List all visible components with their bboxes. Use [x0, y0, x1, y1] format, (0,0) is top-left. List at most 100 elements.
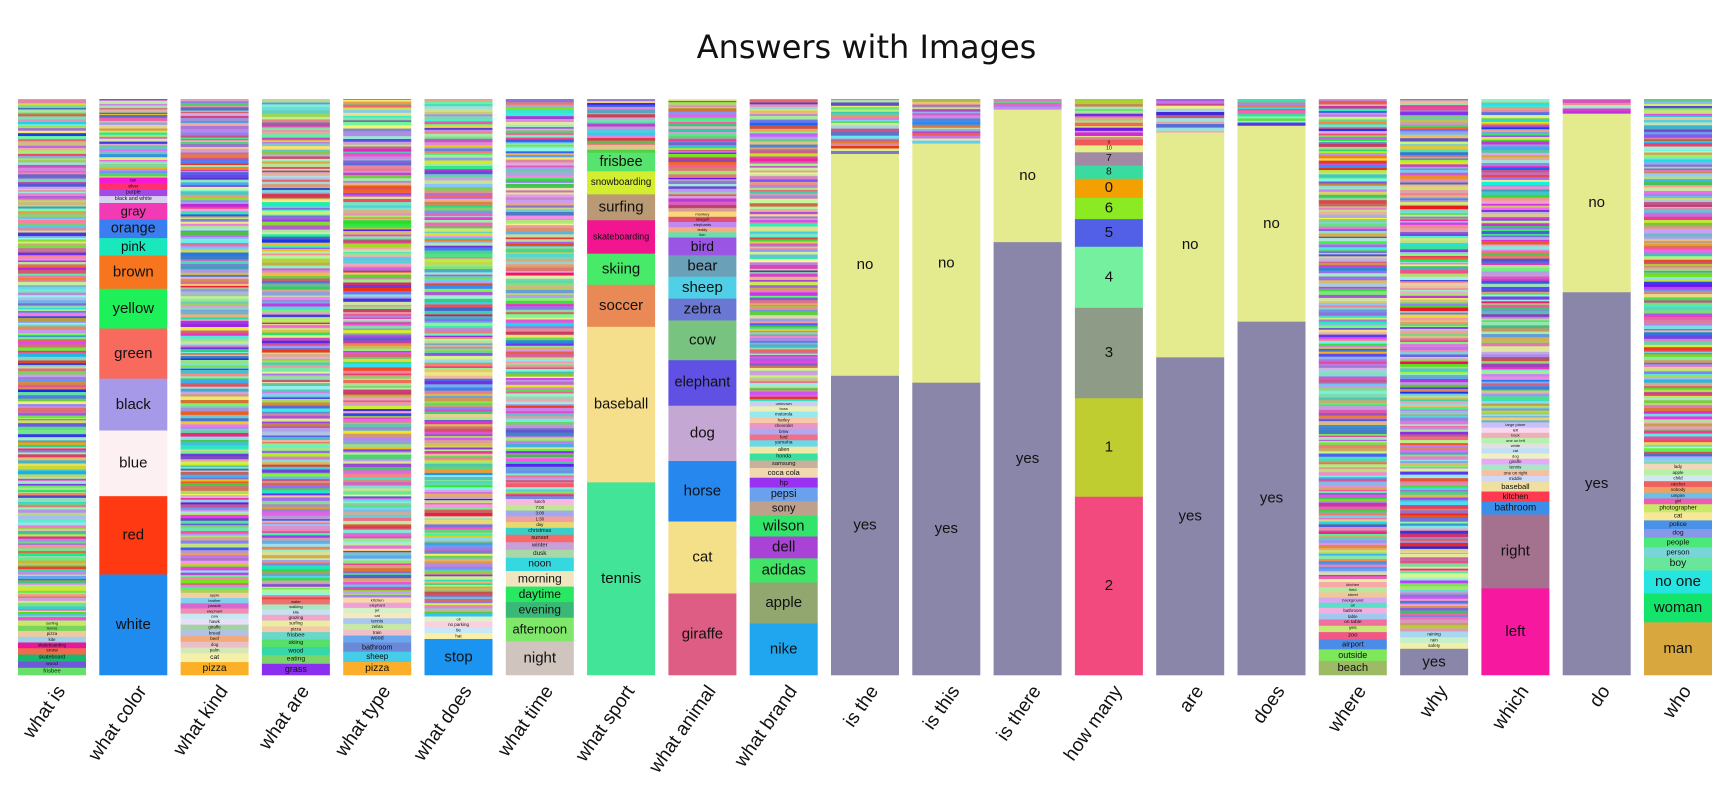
rare-answer-stripe [505, 169, 574, 173]
rare-answer-stripe [1318, 294, 1387, 298]
rare-answer-stripe [1400, 466, 1469, 469]
rare-answer-stripe [1400, 366, 1469, 369]
rare-answer-stripe [749, 347, 818, 350]
rare-answer-stripe [1481, 122, 1550, 125]
rare-answer-stripe [1318, 442, 1387, 445]
rare-answer-stripe [261, 242, 330, 246]
rare-answer-stripe [180, 487, 249, 491]
rare-answer-stripe [343, 246, 412, 250]
rare-answer-stripe [668, 117, 737, 120]
rare-answer-stripe [261, 126, 330, 129]
answer-label: apple [1673, 470, 1684, 475]
rare-answer-stripe [1481, 211, 1550, 214]
rare-answer-stripe [343, 265, 412, 268]
rare-answer-stripe [749, 222, 818, 224]
column-what-sport: tennisbaseballsoccerskiingskateboardings… [587, 99, 656, 676]
answer-label: left [1513, 427, 1519, 432]
rare-answer-stripe [1074, 113, 1143, 117]
rare-answer-stripe [1400, 576, 1469, 579]
question-label: why [1415, 681, 1452, 722]
rare-answer-stripe [1318, 456, 1387, 459]
rare-answer-stripe [505, 218, 574, 220]
rare-answer-stripe [505, 348, 574, 352]
rare-answer-stripe [261, 122, 330, 125]
rare-answer-stripe [1318, 424, 1387, 428]
rare-answer-stripe [1400, 628, 1469, 632]
rare-answer-stripe [1644, 341, 1712, 345]
rare-answer-stripe [343, 447, 412, 450]
rare-answer-stripe [424, 598, 493, 601]
rare-answer-stripe [343, 501, 412, 504]
rare-answer-stripe [424, 596, 493, 599]
rare-answer-stripe [424, 304, 493, 308]
rare-answer-stripe [1644, 209, 1712, 212]
answer-label: jet [374, 608, 380, 613]
answer-label: middle [1509, 476, 1523, 481]
rare-answer-stripe [1400, 452, 1469, 455]
rare-answer-stripe [18, 536, 86, 539]
rare-answer-stripe [18, 483, 86, 486]
rare-answer-stripe [180, 177, 249, 180]
rare-answer-stripe [505, 353, 574, 358]
rare-answer-stripe [749, 113, 818, 116]
rare-answer-stripe [18, 509, 86, 513]
rare-answer-stripe [424, 141, 493, 146]
rare-answer-stripe [424, 558, 493, 562]
rare-answer-stripe [99, 146, 168, 150]
rare-answer-stripe [505, 128, 574, 131]
answer-segment [343, 617, 412, 625]
answer-segment [505, 586, 574, 603]
answer-segment [668, 460, 737, 522]
rare-answer-stripe [1481, 291, 1550, 294]
rare-answer-stripe [1318, 363, 1387, 367]
rare-answer-stripe [343, 550, 412, 553]
rare-answer-stripe [1400, 282, 1469, 286]
rare-answer-stripe [180, 189, 249, 192]
rare-answer-stripe [18, 213, 86, 218]
rare-answer-stripe [424, 519, 493, 524]
rare-answer-stripe [505, 241, 574, 244]
rare-answer-stripe [587, 142, 656, 145]
rare-answer-stripe [261, 149, 330, 153]
rare-answer-stripe [668, 105, 737, 107]
rare-answer-stripe [1481, 342, 1550, 347]
rare-answer-stripe [18, 391, 86, 396]
rare-answer-stripe [261, 583, 330, 587]
rare-answer-stripe [18, 284, 86, 288]
rare-answer-stripe [1400, 279, 1469, 282]
rare-answer-stripe [18, 227, 86, 231]
rare-answer-stripe [343, 270, 412, 273]
rare-answer-stripe [505, 153, 574, 156]
rare-answer-stripe [18, 441, 86, 444]
rare-answer-stripe [1318, 223, 1387, 227]
rare-answer-stripe [180, 125, 249, 130]
question-label: is this [919, 682, 964, 734]
rare-answer-stripe [18, 500, 86, 503]
rare-answer-stripe [180, 359, 249, 364]
answer-segment [1644, 469, 1712, 476]
rare-answer-stripe [1400, 583, 1469, 587]
rare-answer-stripe [424, 586, 493, 588]
rare-answer-stripe [1644, 276, 1712, 280]
rare-answer-stripe [1400, 182, 1469, 185]
rare-answer-stripe [749, 110, 818, 115]
rare-answer-stripe [343, 555, 412, 559]
rare-answer-stripe [18, 571, 86, 575]
answer-label: apple [765, 594, 802, 611]
rare-answer-stripe [1562, 102, 1631, 106]
rare-answer-stripe [668, 128, 737, 133]
rare-answer-stripe [424, 556, 493, 559]
rare-answer-stripe [180, 369, 249, 374]
rare-answer-stripe [180, 352, 249, 355]
answer-label: day [536, 522, 544, 527]
rare-answer-stripe [1318, 133, 1387, 136]
rare-answer-stripe [1318, 254, 1387, 257]
rare-answer-stripe [424, 236, 493, 239]
answer-segment [587, 253, 656, 285]
rare-answer-stripe [1318, 236, 1387, 239]
answer-label: giraffe [1509, 459, 1522, 464]
rare-answer-stripe [1644, 162, 1712, 165]
rare-answer-stripe [180, 465, 249, 468]
rare-answer-stripe [1644, 142, 1712, 147]
rare-answer-stripe [180, 386, 249, 389]
